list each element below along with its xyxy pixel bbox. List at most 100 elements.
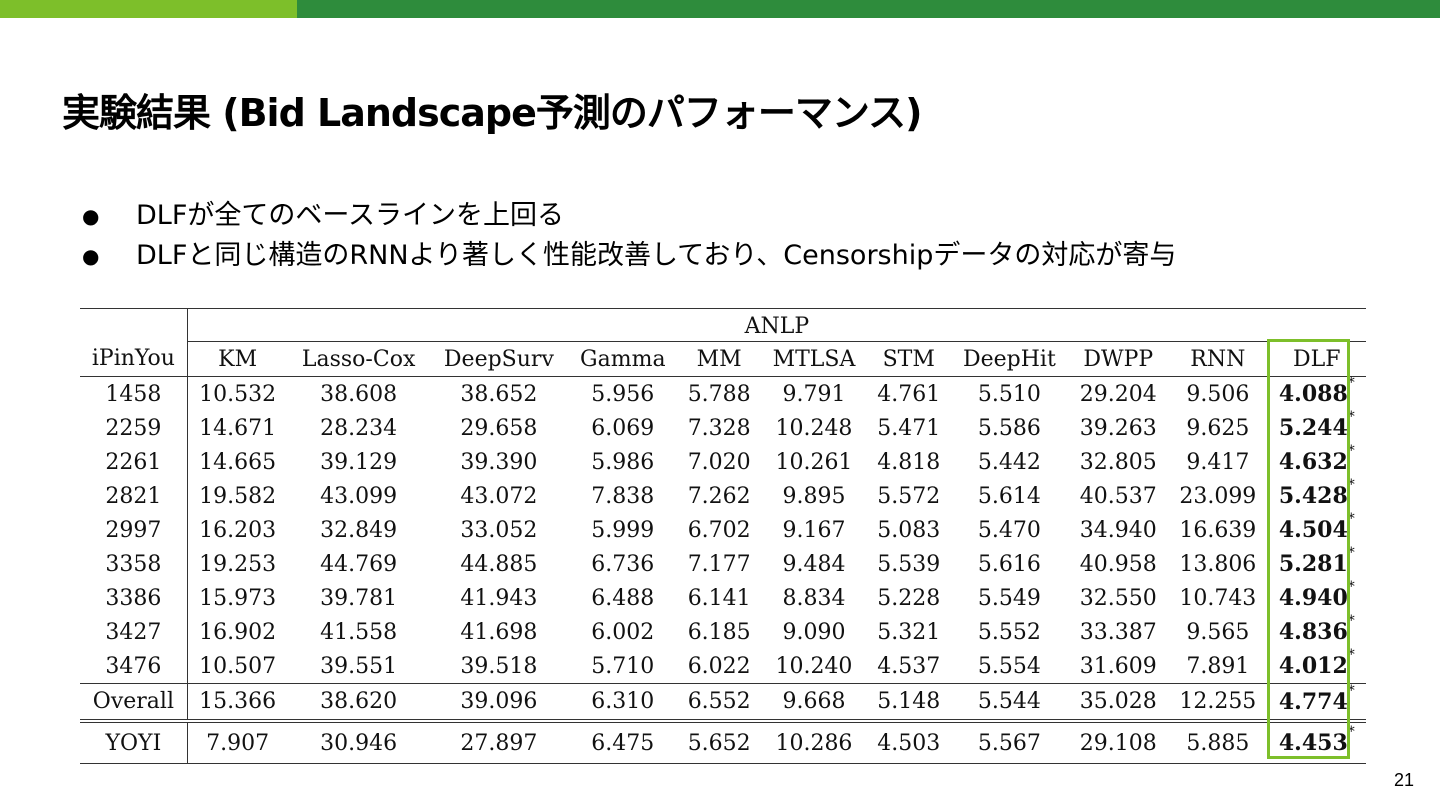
row-label: 3386 [80, 581, 188, 615]
dlf-value-cell: 4.088* [1268, 375, 1366, 412]
table-column-header-row: iPinYou KM Lasso-Cox DeepSurv Gamma MM MTLSA S… [80, 341, 1366, 377]
bullet-list: ● DLFが全てのベースラインを上回る ● DLFと同じ構造のRNNより著しく性… [80, 196, 1176, 276]
bullet-dot-icon: ● [82, 204, 100, 228]
dlf-value-cell: 4.453* [1267, 719, 1366, 764]
value-cell: 31.609 [1079, 653, 1157, 679]
value-cell: 5.510 [977, 381, 1041, 407]
table-row-overall: Overall 15.366 38.620 39.096 6.310 6.552 9.668… [80, 682, 1366, 721]
value-cell: 38.652 [460, 381, 538, 407]
value-cell: 9.167 [782, 517, 846, 543]
table-row: 3476 10.507 39.551 39.518 5.710 6.022 10.240 4.… [80, 647, 1366, 684]
value-cell: 41.943 [460, 585, 538, 611]
bullet-item: ● DLFと同じ構造のRNNより著しく性能改善しており、Censorshipデー… [80, 236, 1176, 276]
value-cell: 6.141 [687, 585, 751, 611]
significance-mark: * [1347, 477, 1355, 493]
row-label: 2259 [80, 411, 188, 445]
value-cell: 16.902 [199, 619, 277, 645]
value-cell: 7.177 [687, 551, 751, 577]
dlf-value: 4.836 [1278, 619, 1348, 645]
value-cell: 5.539 [877, 551, 941, 577]
value-cell: 4.503 [867, 719, 951, 764]
dlf-value-cell: 5.281* [1268, 546, 1366, 581]
significance-mark: * [1347, 724, 1355, 740]
value-cell: 38.620 [287, 683, 430, 721]
column-header-mm: MM [677, 341, 761, 377]
value-cell: 39.096 [429, 683, 568, 721]
value-cell: 6.069 [591, 415, 655, 441]
dlf-value-cell: 4.504* [1268, 511, 1366, 547]
value-cell: 30.946 [287, 719, 430, 764]
value-cell: 19.582 [199, 483, 277, 509]
value-cell: 7.328 [687, 415, 751, 441]
value-cell: 5.552 [977, 619, 1041, 645]
bullet-dot-icon: ● [82, 244, 100, 268]
row-label: 2821 [80, 479, 188, 513]
value-cell: 6.736 [591, 551, 655, 577]
significance-mark: * [1347, 375, 1355, 391]
column-header-deephit: DeepHit [950, 341, 1069, 377]
significance-mark: * [1347, 511, 1355, 527]
table-row: 2259 14.671 28.234 29.658 6.069 7.328 10.248 5.… [80, 410, 1366, 445]
top-accent-bar [0, 0, 1440, 18]
value-cell: 5.148 [867, 683, 951, 721]
value-cell: 43.072 [460, 483, 538, 509]
table-group-header-row: ANLP [80, 308, 1366, 342]
table-row: 2997 16.203 32.849 33.052 5.999 6.702 9.167 5.0… [80, 511, 1366, 547]
value-cell: 9.417 [1186, 449, 1250, 475]
value-cell: 39.129 [320, 449, 398, 475]
value-cell: 5.549 [977, 585, 1041, 611]
value-cell: 9.506 [1186, 381, 1250, 407]
value-cell: 15.366 [187, 683, 288, 721]
dlf-value-cell: 4.632* [1268, 443, 1366, 479]
column-header-deepsurv: DeepSurv [429, 341, 568, 377]
value-cell: 14.671 [199, 415, 277, 441]
value-cell: 5.956 [591, 381, 655, 407]
dlf-value-cell: 4.940* [1268, 580, 1366, 615]
value-cell: 7.838 [591, 483, 655, 509]
value-cell: 4.537 [877, 653, 941, 679]
top-accent-bar-light [0, 0, 297, 18]
value-cell: 27.897 [429, 719, 568, 764]
table-row-yoyi: YOYI 7.907 30.946 27.897 6.475 5.652 10.286 4.5… [80, 719, 1366, 764]
value-cell: 6.185 [687, 619, 751, 645]
dlf-value: 4.453 [1278, 730, 1348, 756]
value-cell: 40.537 [1079, 483, 1157, 509]
value-cell: 8.834 [782, 585, 846, 611]
value-cell: 5.470 [977, 517, 1041, 543]
value-cell: 39.551 [320, 653, 398, 679]
table-body: 1458 10.532 38.608 38.652 5.956 5.788 9.791 4.7… [80, 375, 1366, 764]
significance-mark: * [1347, 443, 1355, 459]
value-cell: 5.083 [877, 517, 941, 543]
column-header-dlf: DLF [1267, 341, 1366, 377]
row-label: 2261 [80, 445, 188, 479]
column-header-km: KM [187, 341, 288, 377]
value-cell: 10.261 [775, 449, 853, 475]
value-cell: 6.488 [591, 585, 655, 611]
results-table-container: ANLP iPinYou KM Lasso-Cox DeepSurv Gamma MM M… [80, 308, 1366, 764]
row-label: 3427 [80, 615, 188, 649]
value-cell: 9.565 [1186, 619, 1250, 645]
value-cell: 10.248 [775, 415, 853, 441]
value-cell: 44.769 [320, 551, 398, 577]
value-cell: 5.616 [977, 551, 1041, 577]
significance-mark: * [1347, 613, 1355, 629]
row-header-label: iPinYou [80, 341, 188, 377]
significance-mark: * [1347, 682, 1355, 699]
value-cell: 33.052 [460, 517, 538, 543]
table-row: 3386 15.973 39.781 41.943 6.488 6.141 8.834 5.2… [80, 580, 1366, 615]
value-cell: 41.558 [320, 619, 398, 645]
value-cell: 15.973 [199, 585, 277, 611]
value-cell: 5.788 [687, 381, 751, 407]
value-cell: 5.228 [877, 585, 941, 611]
value-cell: 29.108 [1068, 719, 1169, 764]
value-cell: 5.614 [977, 483, 1041, 509]
metric-group-header: ANLP [187, 308, 1366, 342]
dlf-value: 4.504 [1278, 517, 1348, 543]
bullet-text: DLFと同じ構造のRNNより著しく性能改善しており、Censorshipデータの… [136, 240, 1177, 271]
column-header-dwpp: DWPP [1068, 341, 1169, 377]
value-cell: 5.471 [877, 415, 941, 441]
value-cell: 13.806 [1179, 551, 1257, 577]
value-cell: 9.484 [782, 551, 846, 577]
value-cell: 5.652 [677, 719, 761, 764]
significance-mark: * [1347, 647, 1355, 663]
